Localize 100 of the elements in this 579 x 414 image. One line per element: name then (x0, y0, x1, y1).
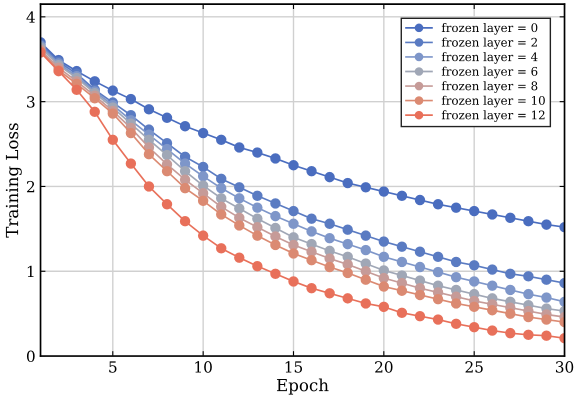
legend-label: frozen layer = 8 (442, 81, 538, 93)
point (523, 330, 534, 340)
point (468, 206, 480, 216)
point (378, 236, 390, 247)
x-tick-label: 10 (195, 361, 212, 373)
point (342, 178, 353, 188)
point (270, 210, 281, 222)
point (252, 230, 263, 241)
y-tick-label: 0 (26, 350, 35, 362)
point (180, 166, 190, 176)
point (306, 226, 317, 237)
point (288, 160, 299, 170)
point (541, 219, 552, 230)
point (487, 305, 498, 316)
point (198, 196, 208, 206)
point (342, 259, 353, 270)
point (144, 104, 154, 114)
point (378, 281, 390, 292)
point (414, 194, 426, 206)
point (108, 134, 118, 146)
point (468, 302, 480, 312)
point (396, 308, 408, 318)
point (198, 162, 208, 172)
point (324, 253, 335, 264)
point (487, 264, 498, 275)
point (288, 276, 299, 287)
point (126, 128, 136, 138)
x-tick-label: 5 (109, 361, 116, 373)
point (378, 186, 390, 197)
y-tick-label: 3 (27, 96, 35, 108)
x-tick-label: 25 (465, 361, 483, 373)
y-tick-label: 1 (28, 266, 34, 278)
point (360, 182, 371, 193)
point (162, 166, 172, 176)
point (432, 252, 444, 262)
point (306, 166, 317, 176)
point (505, 268, 516, 279)
point (126, 158, 136, 169)
point (252, 260, 263, 272)
point (432, 199, 444, 210)
point (414, 262, 426, 272)
point (216, 209, 226, 220)
point (306, 255, 317, 266)
point (162, 199, 172, 210)
point (180, 182, 190, 194)
point (270, 268, 281, 279)
point (324, 262, 335, 272)
point (523, 271, 534, 282)
point (234, 203, 244, 214)
point (450, 256, 462, 268)
point (324, 288, 335, 298)
point (505, 212, 516, 224)
legend-label: frozen layer = 12 (442, 110, 544, 122)
point (505, 308, 516, 319)
x-tick-label: 15 (286, 361, 302, 373)
point (360, 274, 371, 285)
point (180, 174, 190, 185)
point (144, 149, 154, 160)
legend-label: frozen layer = 0 (442, 23, 538, 35)
point (378, 252, 390, 262)
point (523, 216, 534, 226)
point (90, 76, 100, 87)
point (252, 190, 263, 201)
point (342, 268, 353, 278)
point (396, 286, 408, 296)
point (288, 248, 299, 259)
point (252, 222, 263, 232)
point (396, 256, 408, 268)
point (306, 282, 317, 294)
point (324, 232, 335, 244)
point (396, 190, 408, 201)
point (306, 246, 317, 257)
point (414, 246, 426, 257)
point (234, 220, 244, 231)
point (541, 292, 552, 303)
point (487, 209, 498, 220)
point (324, 172, 335, 182)
point (450, 318, 462, 330)
point (414, 290, 426, 300)
point (378, 272, 390, 284)
point (180, 216, 190, 226)
point (541, 314, 552, 325)
point (90, 106, 100, 118)
point (198, 171, 208, 182)
legend-label: frozen layer = 10 (442, 96, 545, 108)
point (342, 238, 353, 250)
point (541, 330, 552, 341)
point (523, 312, 534, 322)
point (198, 128, 208, 138)
point (468, 322, 480, 332)
point (162, 112, 172, 123)
y-tick-label: 2 (26, 180, 34, 192)
point (360, 266, 371, 276)
point (270, 231, 281, 242)
point (432, 294, 444, 304)
point (487, 325, 498, 336)
x-tick-label: 20 (375, 361, 393, 373)
point (270, 198, 281, 209)
legend-label: frozen layer = 4 (442, 52, 538, 64)
point (234, 182, 244, 193)
